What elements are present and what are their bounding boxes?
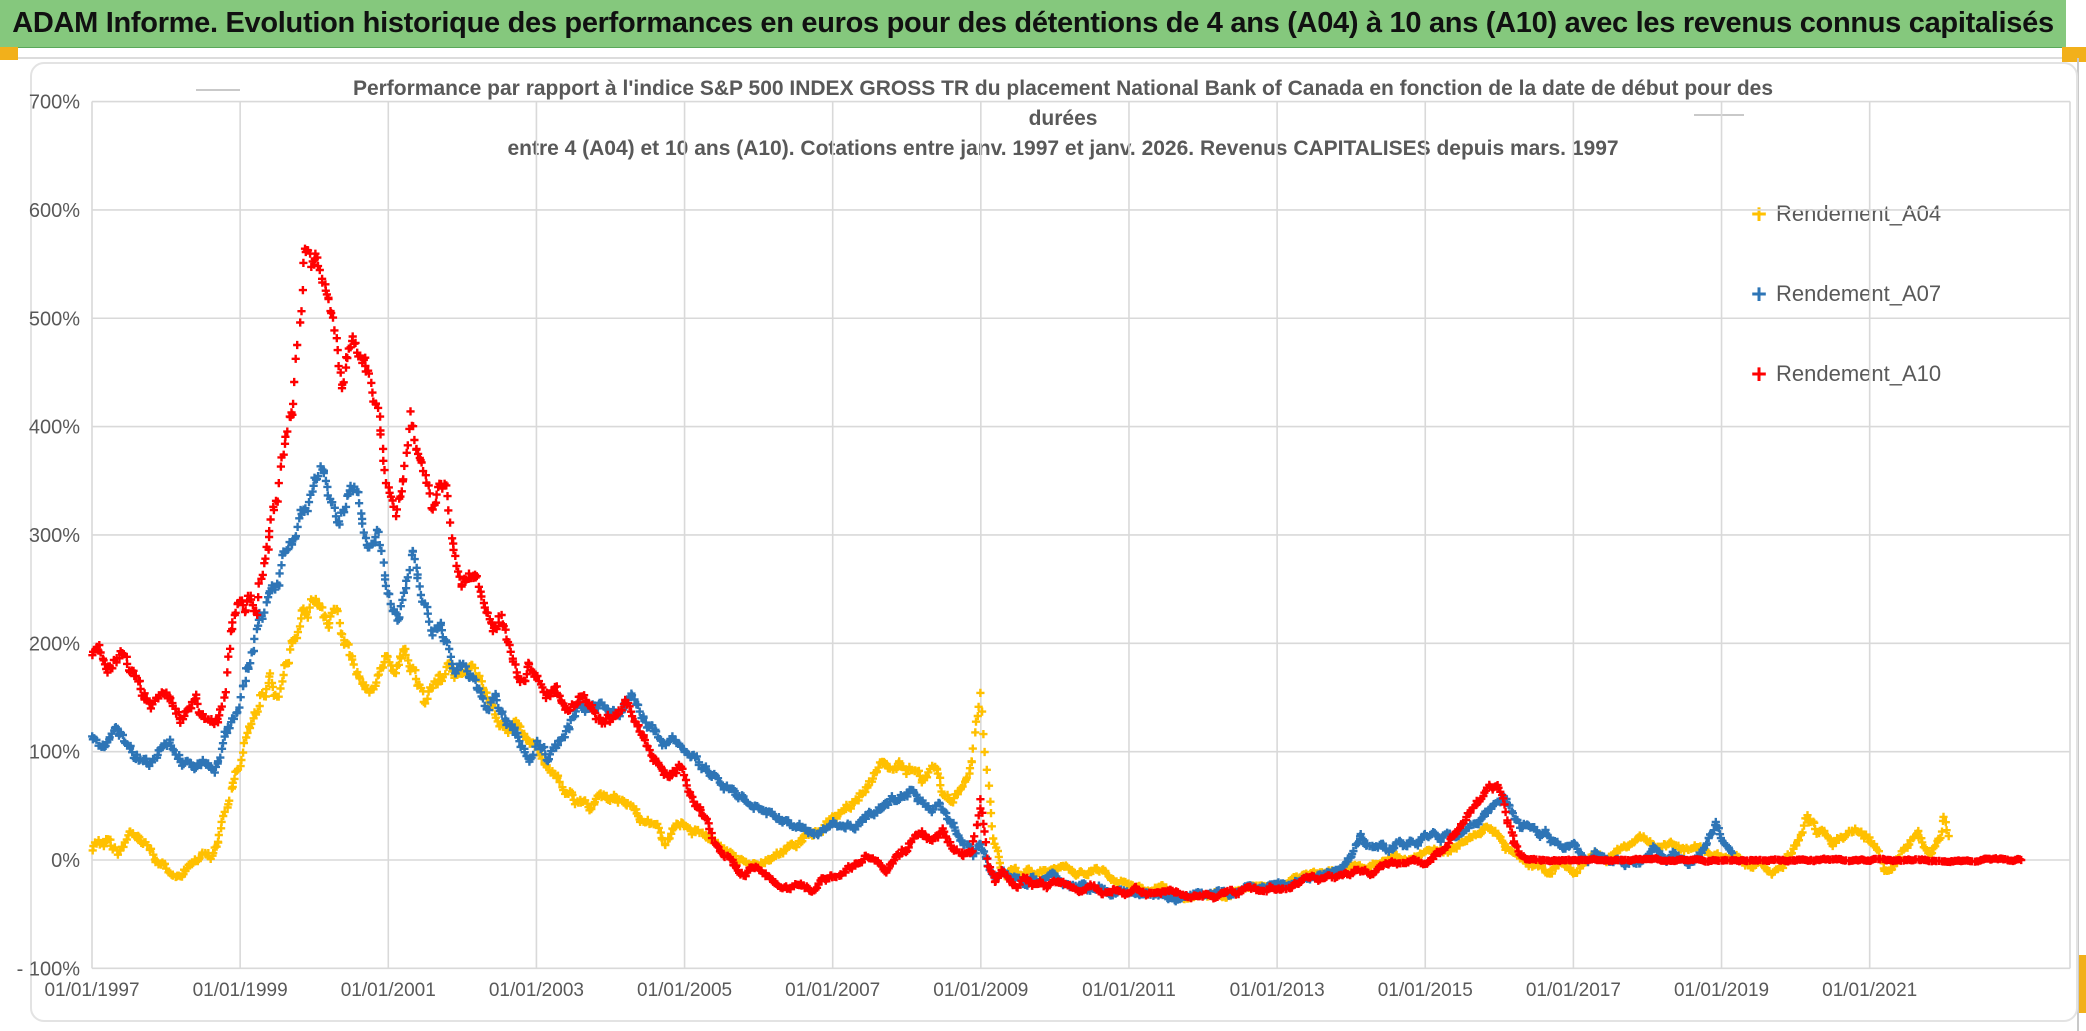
- x-tick-label: 01/01/1997: [44, 980, 139, 1001]
- title-connector-right: [1694, 114, 1744, 116]
- x-tick-label: 01/01/2017: [1526, 980, 1621, 1001]
- legend-item-rendement-a04[interactable]: + Rendement_A04: [1742, 196, 2002, 232]
- x-tick-label: 01/01/2013: [1230, 980, 1325, 1001]
- x-tick-label: 01/01/1999: [193, 980, 288, 1001]
- chart-title-line2: durées: [1028, 107, 1098, 130]
- x-tick-label: 01/01/2019: [1674, 980, 1769, 1001]
- chart-title-line1: Performance par rapport à l'indice S&P 5…: [352, 77, 1774, 100]
- x-tick-label: 01/01/2015: [1378, 980, 1473, 1001]
- accent-block-top-right: [2062, 47, 2086, 62]
- y-tick-label: - 100%: [17, 958, 81, 980]
- y-tick-label: 500%: [29, 308, 80, 330]
- x-tick-label: 01/01/2001: [341, 980, 436, 1001]
- x-tick-label: 01/01/2011: [1082, 980, 1176, 1001]
- header-divider: [0, 57, 2086, 59]
- legend-label: Rendement_A04: [1776, 201, 1942, 226]
- accent-block-top-left: [0, 47, 18, 60]
- gridlines: [91, 100, 2071, 970]
- x-tick-label: 01/01/2005: [637, 980, 732, 1001]
- chart-legend: + Rendement_A04 + Rendement_A07 + Rendem…: [1742, 196, 2002, 436]
- y-tick-label: 200%: [29, 633, 80, 655]
- legend-item-rendement-a10[interactable]: + Rendement_A10: [1742, 356, 2002, 392]
- x-tick-label: 01/01/2021: [1822, 980, 1917, 1001]
- legend-item-rendement-a07[interactable]: + Rendement_A07: [1742, 276, 2002, 312]
- x-tick-label: 01/01/2007: [785, 980, 880, 1001]
- chart-title-line3: entre 4 (A04) et 10 ans (A10). Cotations…: [507, 137, 1619, 160]
- y-axis-labels: 700% 600% 500% 400% 300% 200% 100% 0% - 100%: [17, 92, 81, 981]
- x-tick-label: 01/01/2009: [933, 980, 1028, 1001]
- plus-marker-icon: +: [1751, 359, 1767, 389]
- y-tick-label: 300%: [29, 525, 80, 547]
- y-tick-label: 100%: [29, 742, 80, 764]
- y-tick-label: 600%: [29, 200, 80, 222]
- title-connector-left: [196, 89, 240, 91]
- chart-title: Performance par rapport à l'indice S&P 5…: [283, 74, 1843, 164]
- header-banner: ADAM Informe. Evolution historique des p…: [0, 0, 2066, 48]
- legend-label: Rendement_A10: [1776, 361, 1942, 386]
- y-tick-label: 400%: [29, 417, 80, 439]
- x-axis-labels: 01/01/1997 01/01/1999 01/01/2001 01/01/2003…: [44, 980, 1917, 1001]
- x-tick-label: 01/01/2003: [489, 980, 584, 1001]
- series-rendement_a10-markers: [88, 244, 2026, 903]
- legend-label: Rendement_A07: [1776, 281, 1942, 306]
- right-edge-line: [2077, 58, 2079, 1031]
- header-title: ADAM Informe. Evolution historique des p…: [12, 7, 2054, 39]
- y-tick-label: 0%: [51, 850, 80, 872]
- plus-marker-icon: +: [1751, 279, 1767, 309]
- y-tick-label: 700%: [29, 92, 80, 114]
- plus-marker-icon: +: [1751, 199, 1767, 229]
